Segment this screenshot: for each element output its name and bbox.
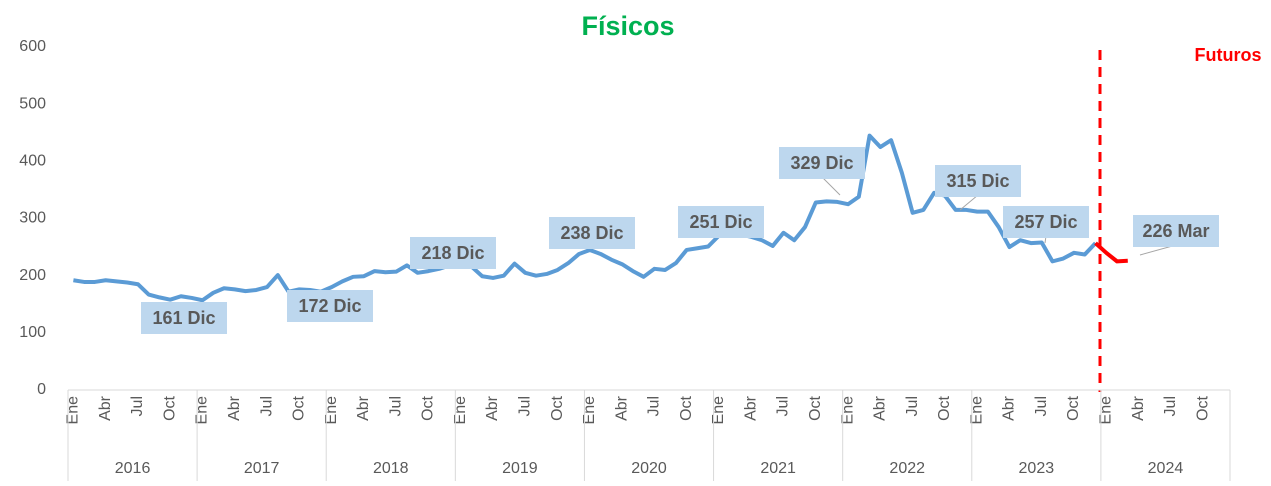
annotation-text: 238 Dic	[560, 223, 623, 243]
x-tick-label: Jul	[516, 396, 533, 416]
x-tick-label: Jul	[646, 396, 663, 416]
x-tick-label: Abr	[484, 395, 501, 421]
y-tick-label: 100	[19, 324, 46, 341]
series-line	[73, 133, 1097, 303]
annotation-text: 161 Dic	[152, 308, 215, 328]
y-tick-label: 0	[37, 381, 46, 398]
x-tick-label: Oct	[1194, 395, 1211, 420]
x-tick-label: Oct	[549, 395, 566, 420]
y-tick-label: 200	[19, 267, 46, 284]
annotation-box	[410, 237, 496, 269]
x-tick-label: Ene	[1097, 396, 1114, 425]
x-tick-label: Jul	[1162, 396, 1179, 416]
x-tick-label: Jul	[387, 396, 404, 416]
futures-label: Futuros	[1195, 45, 1262, 65]
year-label: 2023	[1019, 460, 1055, 477]
x-tick-label: Abr	[355, 395, 372, 421]
x-tick-label: Abr	[742, 395, 759, 421]
y-tick-label: 600	[19, 38, 46, 55]
year-label: 2022	[889, 460, 925, 477]
x-tick-label: Jul	[258, 396, 275, 416]
year-label: 2017	[244, 460, 280, 477]
annotation-text: 329 Dic	[790, 153, 853, 173]
x-tick-label: Ene	[710, 396, 727, 425]
annotation-leader	[959, 194, 979, 211]
x-tick-label: Ene	[968, 396, 985, 425]
x-tick-label: Jul	[904, 396, 921, 416]
x-tick-label: Ene	[581, 396, 598, 425]
annotation-text: 315 Dic	[946, 171, 1009, 191]
y-tick-label: 400	[19, 153, 46, 170]
x-tick-label: Oct	[807, 395, 824, 420]
year-label: 2016	[115, 460, 151, 477]
annotation-box	[779, 147, 865, 179]
x-tick-label: Abr	[1001, 395, 1018, 421]
x-tick-label: Oct	[936, 395, 953, 420]
x-tick-label: Abr	[872, 395, 889, 421]
y-tick-label: 500	[19, 95, 46, 112]
x-tick-label: Oct	[161, 395, 178, 420]
year-label: 2021	[760, 460, 796, 477]
annotation-text: 226 Mar	[1142, 221, 1209, 241]
x-tick-label: Ene	[194, 396, 211, 425]
annotation-text: 251 Dic	[689, 212, 752, 232]
x-tick-label: Ene	[65, 396, 82, 425]
year-label: 2020	[631, 460, 667, 477]
annotation-text: 257 Dic	[1014, 212, 1077, 232]
annotation-box	[1003, 206, 1089, 238]
x-tick-label: Abr	[226, 395, 243, 421]
annotation-box	[678, 206, 764, 238]
x-tick-label: Abr	[97, 395, 114, 421]
x-tick-label: Abr	[613, 395, 630, 421]
x-tick-label: Jul	[1033, 396, 1050, 416]
x-tick-label: Ene	[839, 396, 856, 425]
annotation-text: 172 Dic	[298, 296, 361, 316]
annotation-box	[1133, 215, 1219, 247]
y-tick-label: 300	[19, 210, 46, 227]
annotation-leader	[821, 176, 841, 196]
annotation-box	[549, 217, 635, 249]
x-tick-label: Jul	[775, 396, 792, 416]
x-tick-label: Abr	[1130, 395, 1147, 421]
chart-title: Físicos	[581, 11, 674, 41]
x-tick-label: Oct	[291, 395, 308, 420]
x-tick-label: Oct	[1065, 395, 1082, 420]
year-label: 2018	[373, 460, 409, 477]
series-line	[1094, 241, 1128, 264]
year-label: 2024	[1148, 460, 1184, 477]
x-tick-label: Ene	[452, 396, 469, 425]
x-tick-label: Ene	[323, 396, 340, 425]
annotation-box	[935, 165, 1021, 197]
annotation-box	[141, 302, 227, 334]
annotation-box	[287, 290, 373, 322]
x-tick-label: Oct	[420, 395, 437, 420]
x-tick-label: Oct	[678, 395, 695, 420]
x-tick-label: Jul	[129, 396, 146, 416]
year-label: 2019	[502, 460, 538, 477]
annotation-text: 218 Dic	[421, 243, 484, 263]
